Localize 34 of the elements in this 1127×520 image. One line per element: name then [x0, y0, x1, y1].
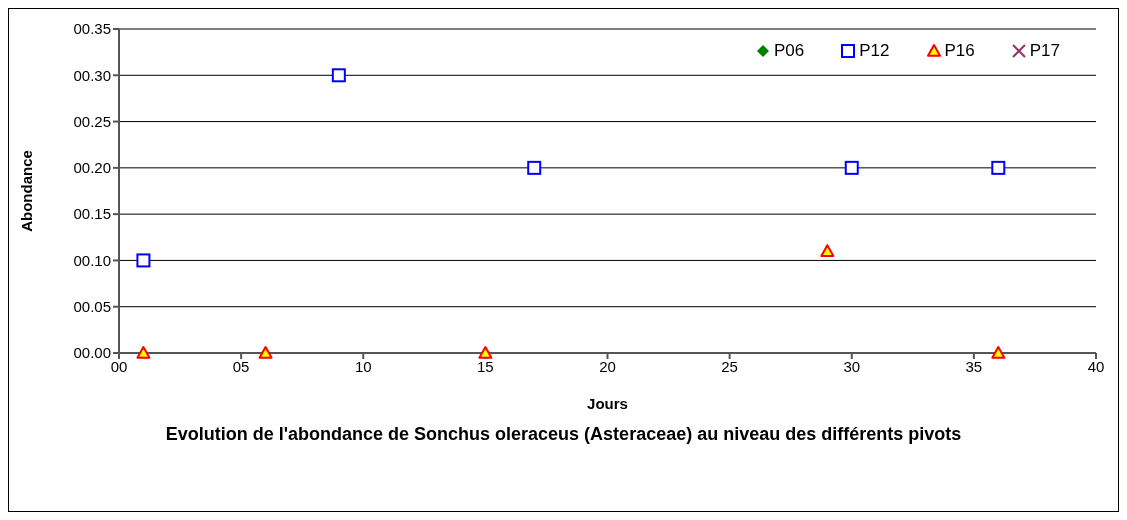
- x-tick-label: 40: [1087, 357, 1105, 375]
- y-tick-label: 00.00: [73, 344, 111, 362]
- point: [136, 346, 151, 359]
- x-tick-label: 05: [232, 357, 250, 375]
- x-tick-label: 20: [599, 357, 616, 375]
- x-tick-label: 30: [843, 357, 861, 375]
- point: [991, 160, 1006, 175]
- point: [258, 346, 273, 359]
- y-axis-title: Abondance: [18, 150, 36, 232]
- y-tick-label: 00.25: [73, 112, 111, 130]
- point: [844, 160, 859, 175]
- point: [136, 253, 151, 268]
- text: Evolution de l'abondance de Sonchus oleraceus (Asteraceae) au niveau des différents pivots: [164, 423, 963, 446]
- x-tick-label: 35: [965, 357, 983, 375]
- legend-label: P17: [1029, 41, 1060, 61]
- x-axis-title: Jours: [587, 395, 628, 412]
- y-tick-label: 00.10: [73, 251, 111, 269]
- x-tick-label: 15: [477, 357, 494, 375]
- y-tick-label: 00.15: [73, 205, 111, 223]
- point: [527, 160, 542, 175]
- legend-label: P16: [944, 41, 975, 61]
- point: [478, 346, 493, 359]
- legend-label: P12: [859, 41, 890, 61]
- x-tick-label: 25: [721, 357, 738, 375]
- y-tick-label: 00.05: [73, 298, 111, 316]
- point: [331, 68, 346, 83]
- y-tick-label: 00.20: [73, 159, 111, 177]
- legend-label: P06: [774, 41, 805, 61]
- point: [991, 346, 1006, 359]
- y-tick-label: 00.35: [73, 20, 111, 38]
- point: [820, 244, 835, 257]
- x-tick-label: 00: [110, 357, 128, 375]
- x-tick-label: 10: [354, 357, 372, 375]
- y-tick-label: 00.30: [73, 66, 111, 84]
